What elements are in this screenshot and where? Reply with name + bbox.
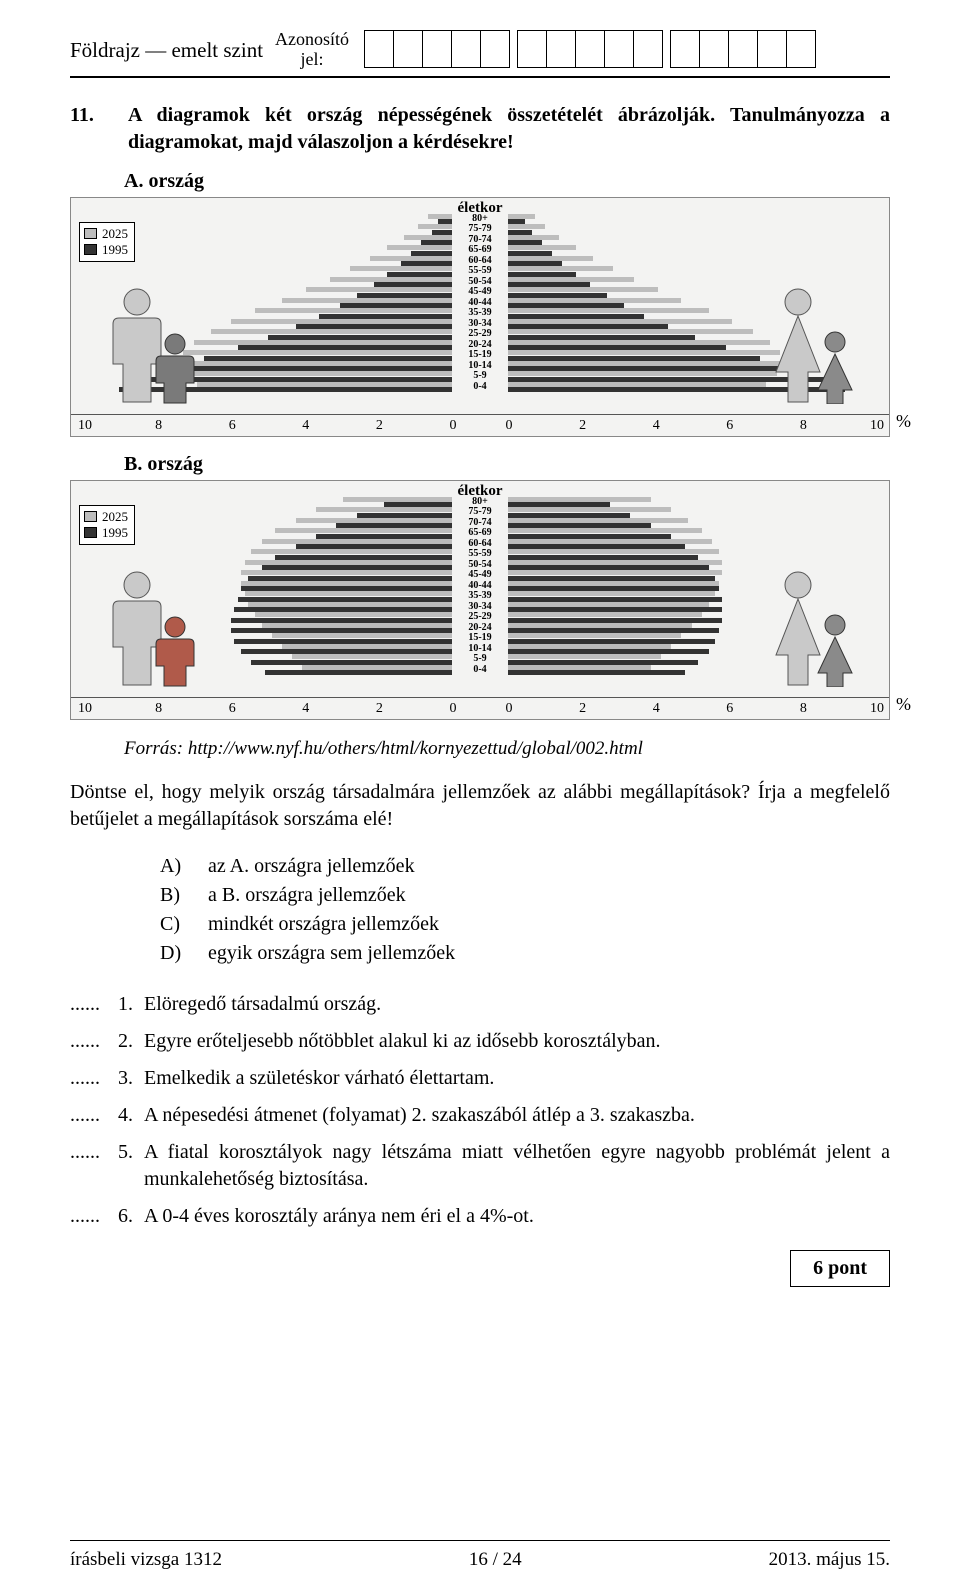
id-boxes [365, 30, 816, 68]
option-text: az A. országra jellemzőek [208, 853, 415, 880]
legend-2025: 2025 [102, 226, 128, 242]
option-key: A) [160, 853, 194, 880]
statement-text: A fiatal korosztályok nagy létszáma miat… [144, 1139, 890, 1193]
option-text: mindkét országra jellemzőek [208, 911, 439, 938]
id-cell[interactable] [480, 30, 510, 68]
id-cell[interactable] [546, 30, 576, 68]
id-cell[interactable] [393, 30, 423, 68]
age-labels: 80+75-7970-7465-6960-6455-5950-5445-4940… [452, 497, 508, 676]
pyramid-a: életkor 80+75-7970-7465-6960-6455-5950-5… [70, 197, 890, 437]
female-figure-icon [753, 284, 863, 412]
question-paragraph: Döntse el, hogy melyik ország társadalmá… [70, 779, 890, 833]
id-cell[interactable] [364, 30, 394, 68]
id-cell[interactable] [604, 30, 634, 68]
points-box: 6 pont [790, 1250, 890, 1287]
statement-number: 3. [118, 1065, 144, 1092]
pyramid-b: életkor 80+75-7970-7465-6960-6455-5950-5… [70, 480, 890, 720]
id-cell[interactable] [728, 30, 758, 68]
answer-blank[interactable]: ...... [70, 1065, 118, 1092]
footer-left: írásbeli vizsga 1312 [70, 1547, 222, 1573]
statement-text: Egyre erőteljesebb nőtöbblet alakul ki a… [144, 1028, 890, 1055]
chart-legend: 2025 1995 [79, 222, 135, 262]
task-text: A diagramok két ország népességének össz… [128, 102, 890, 156]
task-number: 11. [70, 102, 110, 156]
statement-number: 5. [118, 1139, 144, 1166]
legend-2025: 2025 [102, 509, 128, 525]
statement-number: 1. [118, 991, 144, 1018]
subject-label: Földrajz — emelt szint [70, 30, 263, 64]
answer-blank[interactable]: ...... [70, 1028, 118, 1055]
age-labels: 80+75-7970-7465-6960-6455-5950-5445-4940… [452, 214, 508, 393]
statement-number: 6. [118, 1203, 144, 1230]
points-row: 6 pont [70, 1250, 890, 1287]
answer-blank[interactable]: ...... [70, 1102, 118, 1129]
legend-swatch-2025 [84, 511, 97, 522]
id-cell[interactable] [786, 30, 816, 68]
statements-list: ......1.Elöregedő társadalmú ország.....… [70, 991, 890, 1240]
option-key: B) [160, 882, 194, 909]
statement-text: Elöregedő társadalmú ország. [144, 991, 890, 1018]
male-figure-icon [97, 567, 207, 695]
task-prompt: 11. A diagramok két ország népességének … [70, 102, 890, 156]
legend-1995: 1995 [102, 525, 128, 541]
id-label: Azonosító jel: [275, 30, 349, 70]
footer-right: 2013. május 15. [769, 1547, 890, 1573]
country-a-label: A. ország [124, 168, 890, 195]
page-footer: írásbeli vizsga 1312 16 / 24 2013. május… [70, 1540, 890, 1573]
legend-swatch-2025 [84, 228, 97, 239]
legend-swatch-1995 [84, 244, 97, 255]
legend-swatch-1995 [84, 527, 97, 538]
answer-blank[interactable]: ...... [70, 1203, 118, 1230]
legend-1995: 1995 [102, 242, 128, 258]
id-cell[interactable] [575, 30, 605, 68]
statement-text: A népesedési átmenet (folyamat) 2. szaka… [144, 1102, 890, 1129]
id-cell[interactable] [670, 30, 700, 68]
answer-options: A) az A. országra jellemzőek B) a B. ország… [160, 853, 890, 969]
id-cell[interactable] [422, 30, 452, 68]
option-text: egyik országra sem jellemzőek [208, 940, 455, 967]
id-label-line2: jel: [275, 50, 349, 70]
answer-blank[interactable]: ...... [70, 991, 118, 1018]
option-key: C) [160, 911, 194, 938]
option-key: D) [160, 940, 194, 967]
male-figure-icon [97, 284, 207, 412]
statement-number: 2. [118, 1028, 144, 1055]
percent-label: % [896, 409, 911, 433]
id-cell[interactable] [633, 30, 663, 68]
percent-label: % [896, 692, 911, 716]
id-cell[interactable] [757, 30, 787, 68]
x-axis: 10864200246810 [71, 697, 889, 717]
answer-blank[interactable]: ...... [70, 1139, 118, 1166]
id-label-line1: Azonosító [275, 30, 349, 50]
statement-number: 4. [118, 1102, 144, 1129]
option-text: a B. országra jellemzőek [208, 882, 406, 909]
statement-text: A 0-4 éves korosztály aránya nem éri el … [144, 1203, 890, 1230]
chart-legend: 2025 1995 [79, 505, 135, 545]
id-cell[interactable] [451, 30, 481, 68]
footer-center: 16 / 24 [469, 1547, 522, 1573]
x-axis: 10864200246810 [71, 414, 889, 434]
id-cell[interactable] [699, 30, 729, 68]
statement-text: Emelkedik a születéskor várható élettart… [144, 1065, 890, 1092]
source-citation: Forrás: http://www.nyf.hu/others/html/ko… [124, 736, 890, 762]
country-b-label: B. ország [124, 451, 890, 478]
id-cell[interactable] [517, 30, 547, 68]
female-figure-icon [753, 567, 863, 695]
page-header: Földrajz — emelt szint Azonosító jel: [70, 30, 890, 78]
